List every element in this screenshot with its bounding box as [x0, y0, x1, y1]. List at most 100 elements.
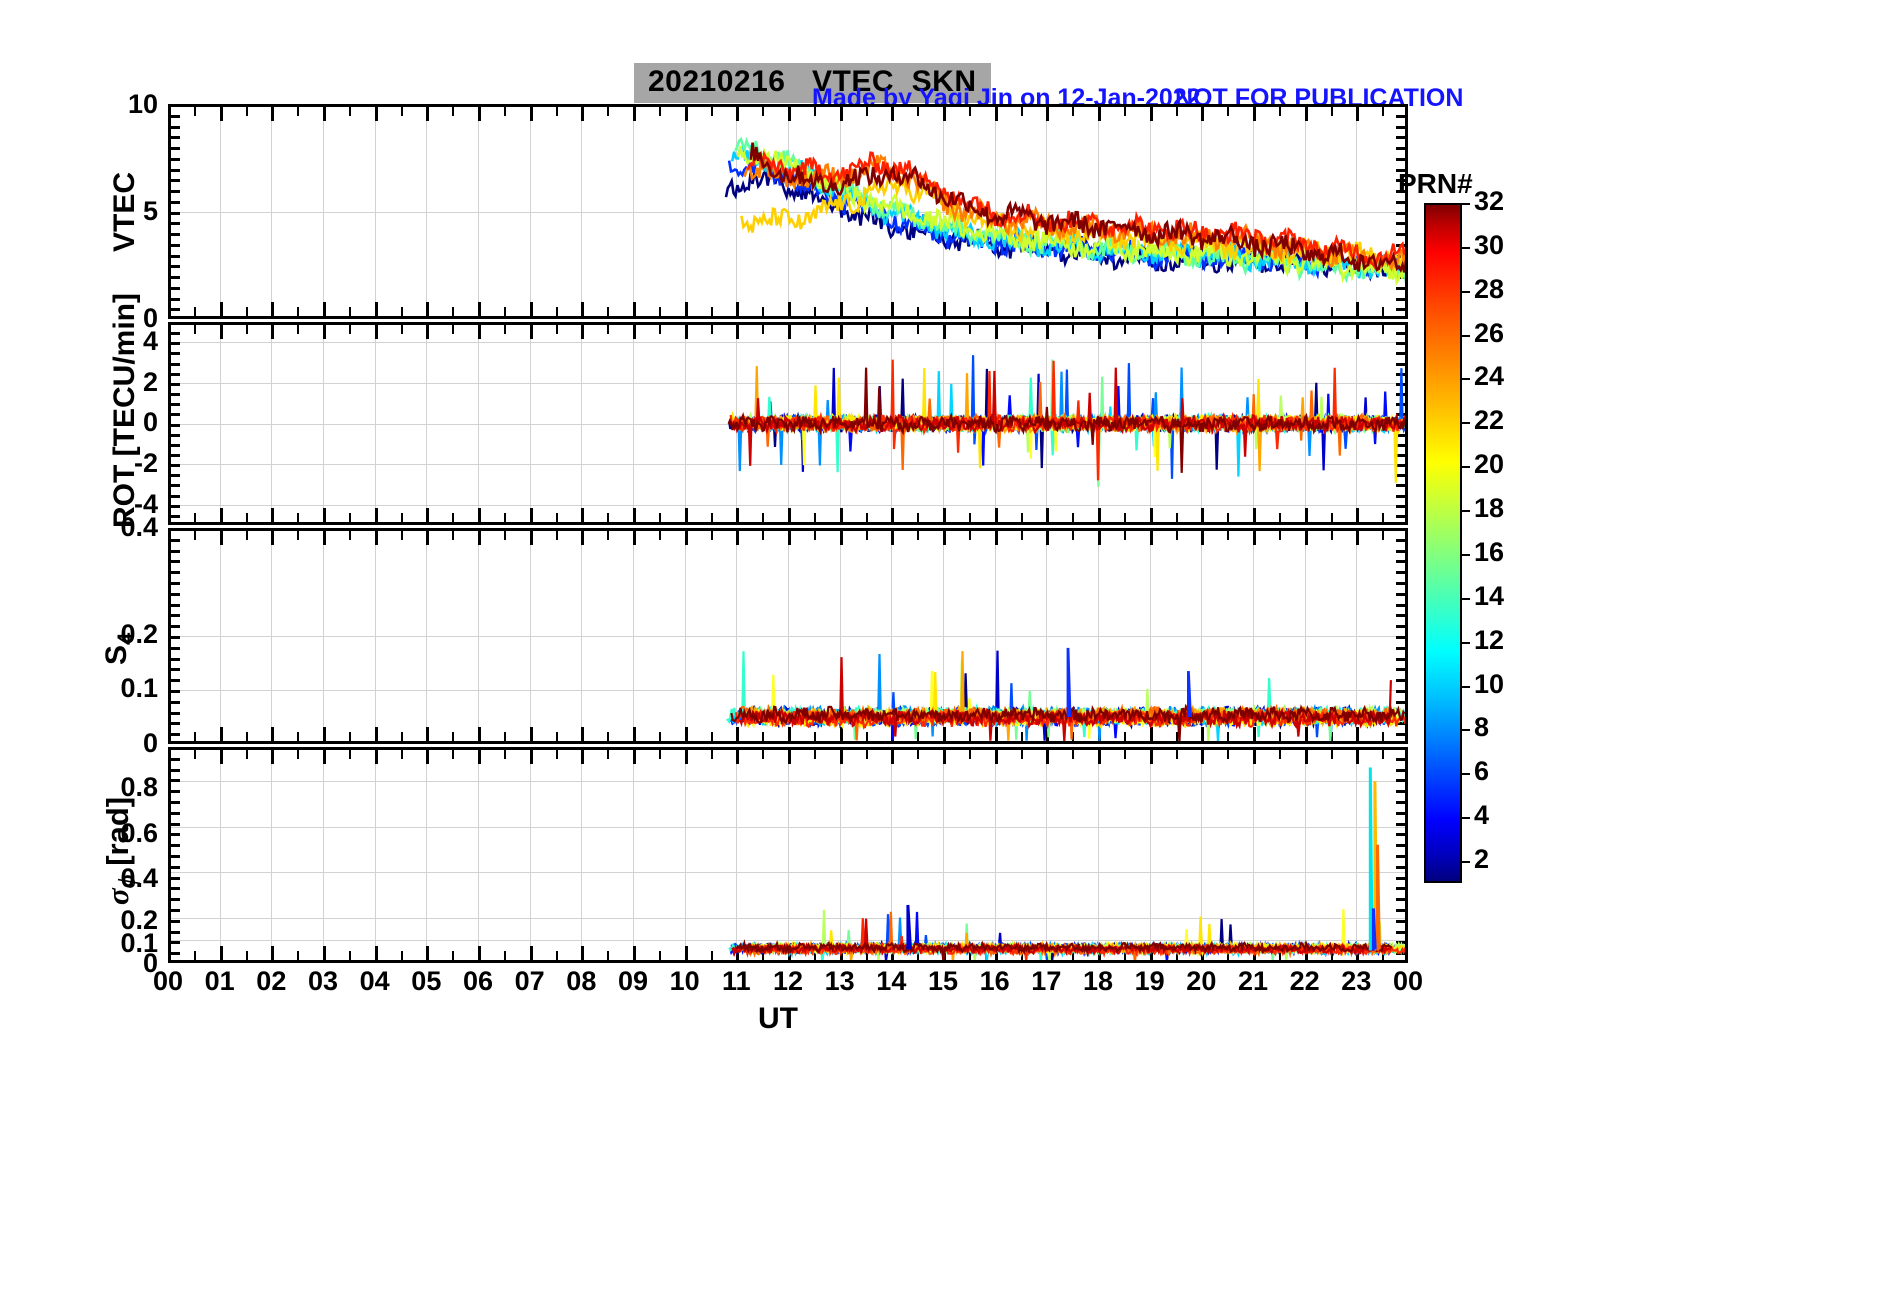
axis-tick [171, 254, 180, 258]
axis-tick [297, 325, 300, 334]
axis-tick [245, 513, 248, 522]
axis-tick [1304, 302, 1308, 316]
axis-tick [219, 302, 223, 316]
axis-tick [1396, 930, 1405, 934]
axis-tick [1330, 513, 1333, 522]
gridline-vertical [684, 750, 686, 960]
axis-tick [1356, 946, 1360, 960]
axis-tick [1396, 909, 1405, 912]
axis-tick [710, 750, 713, 759]
axis-tick [1098, 107, 1101, 121]
axis-tick [171, 636, 180, 639]
axis-tick [1072, 531, 1075, 540]
axis-tick [1396, 722, 1405, 726]
axis-tick [943, 107, 946, 121]
gridline-vertical [1201, 750, 1203, 960]
axis-tick [1396, 768, 1405, 772]
axis-tick [1396, 200, 1405, 204]
axis-tick [762, 951, 765, 960]
gridline-horizontal [171, 211, 1405, 213]
axis-tick [1396, 571, 1405, 575]
axis-tick [171, 322, 180, 325]
axis-tick [1396, 865, 1405, 869]
axis-tick [891, 727, 895, 741]
gridline-horizontal [171, 917, 1405, 919]
axis-tick [813, 732, 816, 741]
gridline-vertical [426, 750, 428, 960]
gridline-vertical [1046, 750, 1048, 960]
axis-tick [452, 107, 455, 116]
axis-tick [1396, 538, 1405, 542]
axis-tick [171, 549, 180, 553]
axis-tick [219, 508, 223, 522]
axis-tick [1304, 531, 1308, 545]
axis-tick [1278, 513, 1281, 522]
colorbar-tick [1462, 817, 1470, 820]
ytick-vtec-10: 10 [127, 89, 158, 119]
axis-tick [426, 727, 430, 741]
axis-tick [1098, 508, 1101, 522]
axis-tick [710, 732, 713, 741]
axis-tick [1396, 855, 1405, 858]
axis-tick [374, 531, 378, 545]
axis-tick [529, 727, 533, 741]
axis-tick [171, 757, 180, 761]
axis-tick [1149, 508, 1153, 522]
gridline-horizontal [171, 826, 1405, 828]
colorbar-tick-label: 2 [1474, 844, 1490, 875]
axis-tick [788, 727, 791, 741]
axis-tick [171, 790, 180, 794]
axis-tick [917, 531, 920, 540]
axis-tick [1227, 325, 1230, 334]
axis-tick [1396, 484, 1405, 488]
axis-tick [1396, 582, 1405, 585]
axis-tick [171, 747, 180, 750]
axis-tick [171, 342, 180, 346]
xtick-label: 22 [1289, 966, 1320, 996]
axis-tick [1396, 779, 1405, 783]
axis-tick [1278, 325, 1281, 334]
ytick-s4-0: 0 [142, 728, 158, 758]
axis-tick [1396, 413, 1405, 417]
axis-tick [1396, 265, 1405, 269]
axis-tick [736, 946, 740, 960]
axis-tick [581, 727, 585, 741]
xtick-label: 08 [566, 966, 597, 996]
axis-tick [813, 325, 816, 334]
colorbar-tick-label: 8 [1474, 712, 1490, 743]
axis-tick [710, 307, 713, 316]
colorbar-tick-label: 32 [1474, 186, 1505, 216]
axis-tick [1020, 307, 1023, 316]
colorbar-tick-label: 28 [1474, 273, 1505, 304]
axis-tick [865, 951, 868, 960]
gridline-vertical [788, 750, 789, 960]
axis-tick [581, 750, 585, 764]
axis-tick [1396, 233, 1405, 236]
axis-tick [917, 107, 920, 116]
axis-tick [503, 513, 506, 522]
colorbar-tick [1462, 378, 1470, 381]
axis-tick [171, 646, 180, 650]
axis-tick [1304, 508, 1308, 522]
gridline-horizontal [171, 342, 1405, 344]
axis-tick [1396, 636, 1405, 639]
gridline-vertical [1304, 750, 1306, 960]
axis-tick [1396, 297, 1405, 301]
axis-tick [348, 531, 351, 540]
axis-tick [1396, 504, 1405, 508]
xtick-label: 09 [617, 966, 649, 996]
axis-tick [171, 104, 180, 107]
axis-tick [171, 211, 180, 215]
axis-tick [762, 107, 765, 116]
axis-tick [271, 750, 275, 764]
axis-tick [684, 727, 688, 741]
axis-tick [865, 513, 868, 522]
axis-tick [271, 508, 275, 522]
axis-tick [452, 750, 455, 759]
axis-tick [323, 750, 326, 764]
xtick-label: 02 [256, 966, 287, 996]
gridline-vertical [1253, 750, 1254, 960]
axis-tick [503, 107, 506, 116]
colorbar-tick [1462, 466, 1470, 469]
axis-tick [1396, 433, 1405, 437]
